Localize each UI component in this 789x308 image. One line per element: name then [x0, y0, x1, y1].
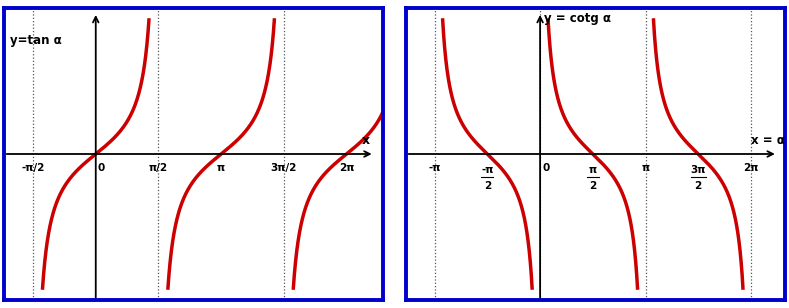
- Text: π: π: [589, 165, 596, 175]
- Text: 2: 2: [694, 181, 702, 191]
- Text: π: π: [217, 163, 225, 173]
- Text: x: x: [362, 134, 370, 147]
- Text: y=tan α: y=tan α: [10, 34, 62, 47]
- Text: 2π: 2π: [338, 163, 354, 173]
- Text: 3π/2: 3π/2: [271, 163, 297, 173]
- Text: -π: -π: [481, 165, 494, 175]
- Text: 2π: 2π: [743, 163, 758, 173]
- Text: -π/2: -π/2: [21, 163, 45, 173]
- Text: 2: 2: [484, 181, 491, 191]
- Text: π: π: [641, 163, 649, 173]
- Text: 2: 2: [589, 181, 596, 191]
- Text: y = cotg α: y = cotg α: [544, 12, 611, 25]
- Text: x = α: x = α: [751, 134, 785, 147]
- Text: 0: 0: [543, 163, 550, 173]
- Text: -π: -π: [428, 163, 441, 173]
- Text: π/2: π/2: [149, 163, 168, 173]
- Text: 0: 0: [98, 163, 105, 173]
- Text: 3π: 3π: [690, 165, 706, 175]
